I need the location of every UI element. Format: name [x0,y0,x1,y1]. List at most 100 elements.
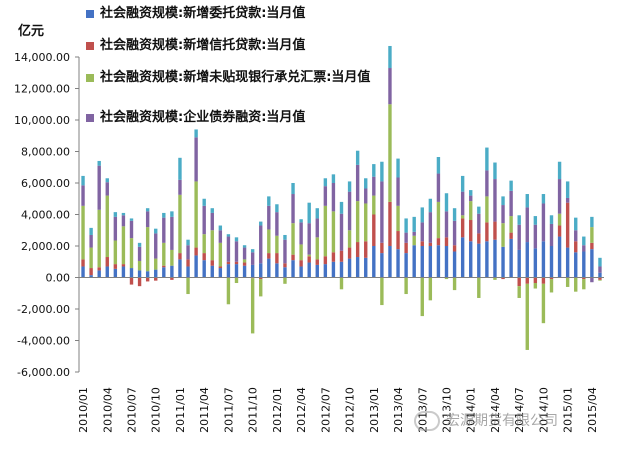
bar-segment-s0 [380,253,384,278]
bar-segment-s3 [412,231,416,236]
bar-segment-s0 [129,268,134,278]
bar-segment-s2 [517,286,521,298]
bar-segment-s3 [81,185,85,206]
bar-segment-s1 [590,242,594,250]
bar-segment-s4 [186,239,190,246]
bar-segment-s3 [388,68,392,105]
y-axis: -6,000.00 -4,000.00 -2,000.00 0.00 2,000.00 4… [14,51,80,379]
bar-segment-s2 [234,277,239,284]
bar-segment-s4 [129,218,134,221]
bar-segment-s4 [170,211,174,217]
legend-label-entrusted-loans: 社会融资规模:新增委托贷款:当月值 [100,6,306,21]
bar-segment-s4 [89,227,93,235]
bar-segment-s1 [501,277,505,280]
bar-segment-s4 [331,174,336,183]
x-tick-label: 2012/01 [271,387,284,433]
bar-segment-s3 [493,179,497,222]
bar-segment-s3 [533,224,538,249]
bar-segment-s2 [436,201,441,239]
bar-segment-s0 [404,253,408,278]
bar-segment-s3 [170,216,174,250]
bar-segment-s0 [234,264,239,278]
bar-segment-s1 [380,242,384,254]
bar-segment-s2 [89,247,93,269]
bar-segment-s3 [299,222,303,245]
bar-segment-s4 [97,160,101,166]
bar-segment-s4 [218,225,223,231]
bar-segment-s0 [283,267,287,278]
watermark: 宏源期货有限公司 [414,410,558,431]
bar-segment-s2 [493,277,497,280]
bar-segment-s2 [565,277,570,287]
bar-segment-s3 [509,190,513,217]
bar-segment-s0 [477,243,481,278]
bar-segment-s1 [267,253,271,259]
bar-segment-s0 [137,270,142,278]
bar-segment-s3 [331,183,336,212]
y-tick-label: 0.00 [46,272,71,285]
bar-segment-s2 [97,209,101,268]
bar-segment-s3 [477,213,481,234]
bar-segment-s3 [565,197,570,203]
bar-segment-s2 [590,227,594,243]
bar-segment-s1 [355,242,360,258]
bar-segment-s0 [493,239,497,278]
bar-segment-s0 [194,255,198,278]
bar-segment-s2 [404,277,408,295]
bar-segment-s3 [259,225,263,264]
bar-segment-s1 [259,277,263,280]
bar-segment-s4 [460,175,465,192]
bar-segment-s0 [541,241,546,278]
bar-segment-s1 [234,261,239,265]
bar-segment-s2 [194,181,198,248]
bar-segment-s3 [574,230,578,242]
bar-segment-s4 [420,207,424,223]
bar-segment-s0 [242,265,247,278]
y-unit-label: 亿元 [18,24,45,39]
bar-segment-s3 [557,179,562,214]
bar-segment-s1 [533,277,538,284]
bar-segment-s3 [396,177,400,206]
bar-segment-s4 [533,216,538,225]
bar-segment-s4 [469,190,473,196]
bar-segment-s1 [485,222,489,242]
bar-segment-s1 [275,253,279,264]
bar-segment-s0 [557,236,562,278]
bar-segment-s2 [250,278,255,334]
x-tick-label: 2013/10 [441,387,454,433]
bar-segment-s0 [533,248,538,278]
bar-segment-s4 [162,212,166,218]
bar-segment-s0 [275,263,279,278]
bar-segment-s3 [372,176,376,196]
bar-segment-s2 [347,230,352,248]
bar-segment-s0 [299,266,303,278]
bar-segment-s2 [129,238,134,269]
bar-segment-s1 [291,254,295,261]
bar-segment-s4 [557,161,562,180]
bar-segment-s2 [485,196,489,223]
bar-segment-s1 [509,232,513,239]
bar-segment-s4 [154,228,158,234]
x-tick-label: 2010/04 [101,387,114,433]
bar-segment-s3 [549,223,554,246]
bar-segment-s1 [404,242,408,254]
bar-segment-s0 [170,265,174,278]
bar-segment-s3 [178,179,182,195]
bar-segment-s2 [331,211,336,253]
bar-segment-s4 [452,208,457,221]
bar-segment-s3 [186,245,190,260]
bar-segment-s3 [275,212,279,236]
bar-segment-s0 [549,246,554,278]
bar-segment-s0 [315,264,319,278]
bar-segment-s1 [154,277,158,281]
bar-segment-s0 [307,262,311,278]
bar-segment-s1 [541,277,546,284]
bar-segment-s0 [89,275,93,278]
bar-segment-s4 [267,196,271,206]
bar-segment-s4 [234,237,239,242]
bar-segment-s3 [525,207,529,243]
bar-segment-s1 [452,245,457,252]
bar-segment-s1 [299,260,303,267]
bar-segment-s2 [598,279,602,281]
